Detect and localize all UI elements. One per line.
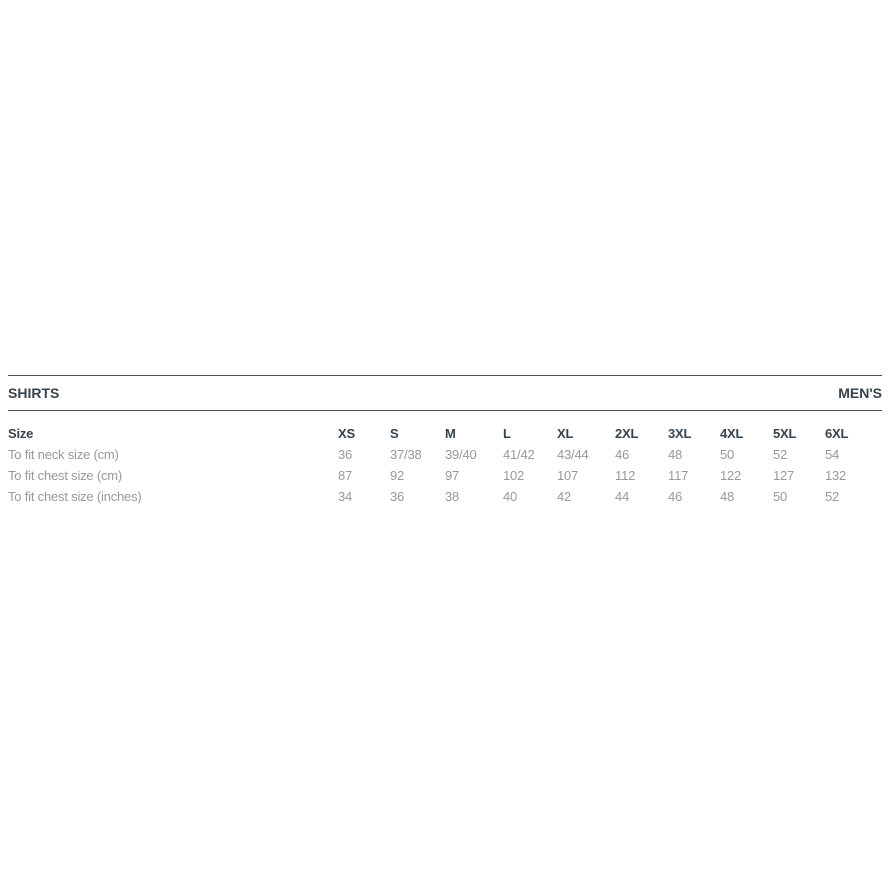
cell: 38 (445, 489, 460, 504)
cell: 127 (773, 468, 795, 483)
cell: 36 (390, 489, 405, 504)
size-col-header: 2XL (615, 426, 639, 441)
cell: 48 (668, 447, 683, 462)
cell: 50 (720, 447, 735, 462)
size-col-header: L (503, 426, 511, 441)
size-col-header: 6XL (825, 426, 849, 441)
cell: 52 (825, 489, 840, 504)
size-chart-section: SHIRTS MEN'S Size XS S (8, 375, 882, 507)
cell: 52 (773, 447, 788, 462)
size-col-header: S (390, 426, 399, 441)
table-row: To fit neck size (cm) 36 37/38 39/40 41/… (8, 444, 882, 465)
cell: 112 (615, 468, 636, 483)
cell: 50 (773, 489, 788, 504)
size-col-header: XS (338, 426, 355, 441)
cell: 92 (390, 468, 405, 483)
row-label: To fit chest size (inches) (8, 489, 142, 504)
size-col-header: 5XL (773, 426, 797, 441)
table-header-row: Size XS S M L XL 2XL 3XL 4XL 5XL 6XL (8, 423, 882, 444)
cell: 34 (338, 489, 353, 504)
cell: 39/40 (445, 447, 477, 462)
table-row: To fit chest size (inches) 34 36 38 40 4… (8, 486, 882, 507)
section-header: SHIRTS MEN'S (8, 375, 882, 411)
cell: 117 (668, 468, 689, 483)
cell: 40 (503, 489, 518, 504)
cell: 107 (557, 468, 579, 483)
cell: 37/38 (390, 447, 422, 462)
size-col-header: M (445, 426, 456, 441)
size-col-header: 3XL (668, 426, 692, 441)
cell: 44 (615, 489, 630, 504)
cell: 42 (557, 489, 572, 504)
size-row-label: Size (8, 426, 34, 441)
cell: 97 (445, 468, 460, 483)
cell: 36 (338, 447, 353, 462)
row-label: To fit neck size (cm) (8, 447, 119, 462)
cell: 46 (615, 447, 630, 462)
row-label: To fit chest size (cm) (8, 468, 123, 483)
size-table: Size XS S M L XL 2XL 3XL 4XL 5XL 6XL To … (8, 423, 882, 507)
cell: 122 (720, 468, 742, 483)
cell: 87 (338, 468, 353, 483)
gender-label: MEN'S (838, 385, 882, 401)
cell: 102 (503, 468, 525, 483)
section-title: SHIRTS (8, 385, 60, 401)
cell: 54 (825, 447, 840, 462)
cell: 132 (825, 468, 847, 483)
cell: 43/44 (557, 447, 589, 462)
size-col-header: XL (557, 426, 574, 441)
cell: 41/42 (503, 447, 535, 462)
table-row: To fit chest size (cm) 87 92 97 102 107 … (8, 465, 882, 486)
size-col-header: 4XL (720, 426, 744, 441)
cell: 46 (668, 489, 683, 504)
cell: 48 (720, 489, 735, 504)
